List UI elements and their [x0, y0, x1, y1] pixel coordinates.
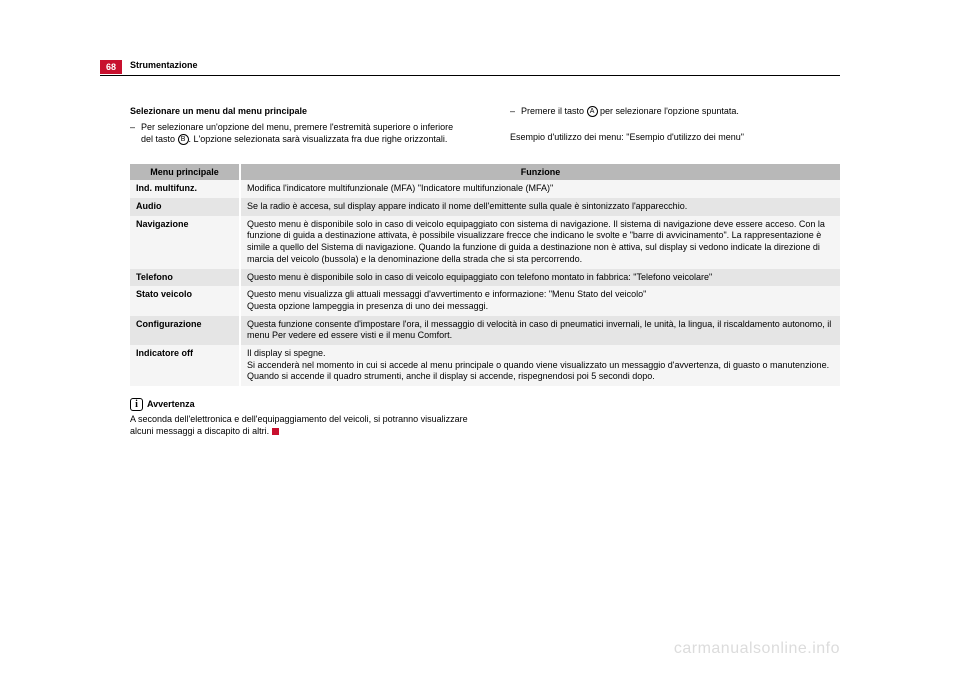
dash-icon: –: [510, 105, 515, 117]
table-row: Stato veicolo Questo menu visualizza gli…: [130, 286, 840, 315]
row-text: Questa funzione consente d'impostare l'o…: [240, 316, 840, 345]
row-text: Modifica l'indicatore multifunzionale (M…: [240, 180, 840, 198]
note-title: Avvertenza: [147, 398, 195, 410]
row-label: Ind. multifunz.: [130, 180, 240, 198]
table-row: Ind. multifunz. Modifica l'indicatore mu…: [130, 180, 840, 198]
left-column: Selezionare un menu dal menu principale …: [130, 105, 460, 149]
left-text-after: . L'opzione selezionata sarà visualizzat…: [189, 134, 448, 144]
row-label: Indicatore off: [130, 345, 240, 386]
watermark: carmanualsonline.info: [674, 640, 840, 658]
header-rule: [100, 75, 840, 76]
key-a-icon: A: [587, 106, 598, 117]
content-area: Selezionare un menu dal menu principale …: [130, 105, 840, 437]
row-text: Questo menu è disponibile solo in caso d…: [240, 269, 840, 287]
right-subtext: Esempio d'utilizzo dei menu: "Esempio d'…: [510, 131, 840, 143]
menu-table: Menu principale Funzione Ind. multifunz.…: [130, 164, 840, 386]
right-text-after: per selezionare l'opzione spuntata.: [598, 106, 739, 116]
end-square-icon: [272, 428, 279, 435]
row-label: Telefono: [130, 269, 240, 287]
row-text: Il display si spegne. Si accenderà nel m…: [240, 345, 840, 386]
row-text: Questo menu visualizza gli attuali messa…: [240, 286, 840, 315]
left-heading: Selezionare un menu dal menu principale: [130, 105, 460, 117]
note-title-row: i Avvertenza: [130, 398, 471, 411]
page-number-badge: 68: [100, 60, 122, 74]
th-menu: Menu principale: [130, 164, 240, 180]
left-bullet: – Per selezionare un'opzione del menu, p…: [130, 121, 460, 145]
dash-icon: –: [130, 121, 135, 145]
row-label: Configurazione: [130, 316, 240, 345]
table-row: Navigazione Questo menu è disponibile so…: [130, 216, 840, 269]
table-row: Configurazione Questa funzione consente …: [130, 316, 840, 345]
intro-columns: Selezionare un menu dal menu principale …: [130, 105, 840, 149]
manual-page: 68 Strumentazione Selezionare un menu da…: [0, 0, 960, 678]
table-row: Audio Se la radio è accesa, sul display …: [130, 198, 840, 216]
row-text: Se la radio è accesa, sul display appare…: [240, 198, 840, 216]
right-bullet: – Premere il tasto A per selezionare l'o…: [510, 105, 840, 117]
row-label: Stato veicolo: [130, 286, 240, 315]
row-label: Navigazione: [130, 216, 240, 269]
note-text: A seconda dell'elettronica e dell'equipa…: [130, 414, 468, 436]
right-text-before: Premere il tasto: [521, 106, 587, 116]
right-text: Premere il tasto A per selezionare l'opz…: [521, 105, 739, 117]
table-header-row: Menu principale Funzione: [130, 164, 840, 180]
table-row: Indicatore off Il display si spegne. Si …: [130, 345, 840, 386]
section-heading: Strumentazione: [130, 60, 198, 70]
right-column: – Premere il tasto A per selezionare l'o…: [510, 105, 840, 149]
key-b-icon: B: [178, 134, 189, 145]
left-text: Per selezionare un'opzione del menu, pre…: [141, 121, 460, 145]
info-icon: i: [130, 398, 143, 411]
table-row: Telefono Questo menu è disponibile solo …: [130, 269, 840, 287]
row-label: Audio: [130, 198, 240, 216]
row-text: Questo menu è disponibile solo in caso d…: [240, 216, 840, 269]
th-func: Funzione: [240, 164, 840, 180]
note-block: i Avvertenza A seconda dell'elettronica …: [130, 398, 471, 437]
